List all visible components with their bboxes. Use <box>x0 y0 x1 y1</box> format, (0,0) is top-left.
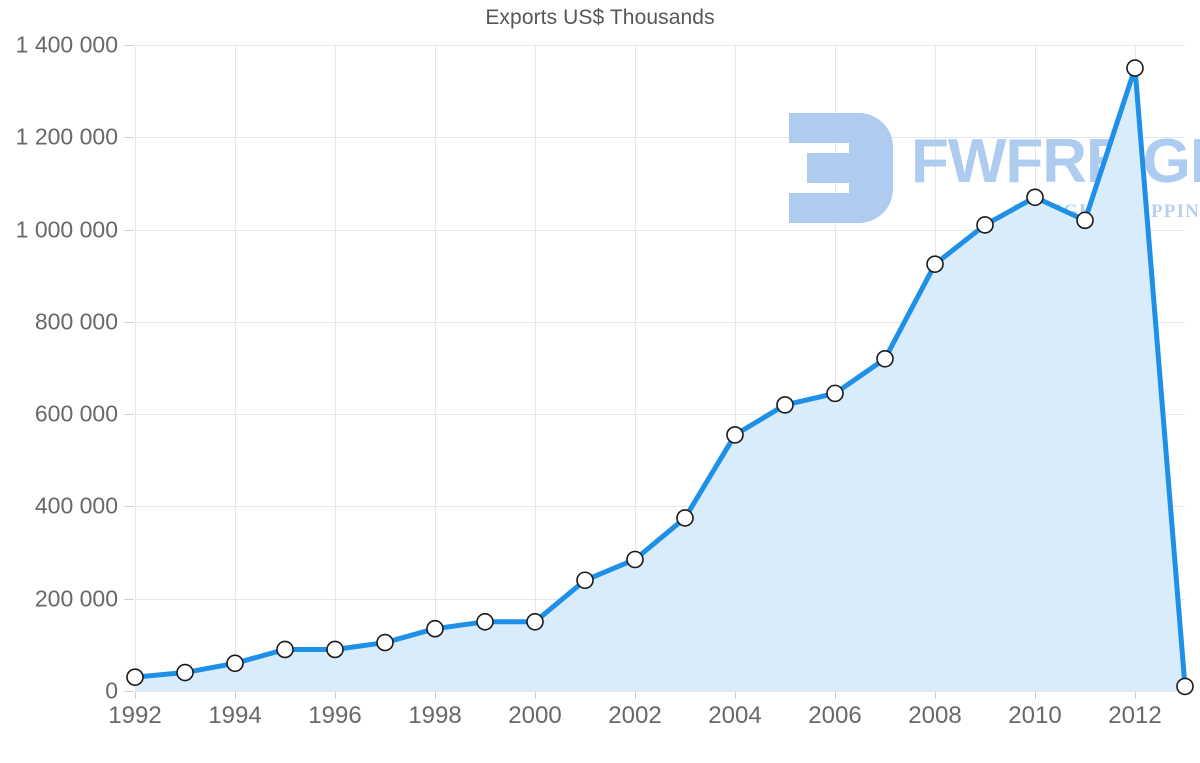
data-point-2010[interactable] <box>1026 188 1044 207</box>
data-point-1994[interactable] <box>226 654 244 673</box>
y-axis-tick <box>124 229 134 231</box>
gridline-vertical <box>235 45 236 691</box>
x-axis-tick <box>635 691 636 699</box>
y-axis-tick-label: 1 000 000 <box>15 216 118 243</box>
gridline-horizontal <box>135 691 1185 692</box>
data-point-2008[interactable] <box>926 255 944 273</box>
x-axis-tick-label: 1998 <box>408 702 462 729</box>
x-axis-tick <box>835 691 836 699</box>
gridline-vertical <box>435 45 436 691</box>
data-point-2009[interactable] <box>976 216 994 234</box>
x-axis-tick-label: 1994 <box>208 702 262 729</box>
area-fill <box>135 68 1185 691</box>
y-axis-tick-label: 0 <box>105 677 118 704</box>
y-axis-tick-label: 1 200 000 <box>15 123 118 150</box>
x-axis-tick <box>1035 691 1036 699</box>
data-point-2002[interactable] <box>626 550 644 569</box>
x-axis-tick-label: 1996 <box>308 702 362 729</box>
x-axis-tick <box>535 691 536 699</box>
chart-title: Exports US$ Thousands <box>485 6 715 29</box>
x-axis-tick-label: 1992 <box>108 702 162 729</box>
gridline-horizontal <box>135 414 1185 416</box>
gridline-horizontal <box>135 45 1185 46</box>
x-axis-tick-label: 2004 <box>708 702 762 729</box>
data-point-2012[interactable] <box>1126 59 1144 77</box>
x-axis-tick-label: 2002 <box>608 702 662 729</box>
x-axis-tick-label: 2008 <box>908 702 962 729</box>
y-axis-tick <box>124 598 134 600</box>
y-axis-tick <box>124 45 134 46</box>
y-axis-tick <box>124 506 134 508</box>
data-point-2011[interactable] <box>1076 211 1094 230</box>
y-axis-tick-label: 200 000 <box>34 585 118 612</box>
data-point-2006[interactable] <box>826 384 844 403</box>
x-axis-tick <box>235 691 236 699</box>
x-axis-tick <box>135 691 136 699</box>
y-axis-tick <box>124 691 134 692</box>
y-axis-tick-label: 600 000 <box>34 400 118 427</box>
data-point-2003[interactable] <box>676 509 694 527</box>
data-point-2005[interactable] <box>776 396 794 414</box>
data-point-1995[interactable] <box>276 640 294 659</box>
x-axis-tick <box>735 691 736 699</box>
data-point-1993[interactable] <box>176 663 194 682</box>
data-point-2000[interactable] <box>526 612 544 631</box>
y-axis-tick <box>124 414 134 416</box>
gridline-vertical <box>735 45 736 691</box>
gridline-horizontal <box>135 137 1185 139</box>
data-point-2004[interactable] <box>726 426 744 444</box>
series-line <box>132 65 1188 689</box>
data-point-2007[interactable] <box>876 349 894 368</box>
y-axis-tick-label: 400 000 <box>34 492 118 519</box>
x-axis-tick <box>435 691 436 699</box>
data-point-1999[interactable] <box>476 612 494 631</box>
x-axis-tick <box>935 691 936 699</box>
x-axis-tick-label: 2012 <box>1108 702 1162 729</box>
gridline-vertical <box>835 45 836 691</box>
data-point-1996[interactable] <box>326 640 344 659</box>
data-point-1998[interactable] <box>426 619 444 638</box>
x-axis-tick <box>1135 691 1136 699</box>
y-axis-tick-label: 800 000 <box>34 308 118 335</box>
exports-series <box>126 59 1194 696</box>
data-point-1997[interactable] <box>376 633 394 652</box>
y-axis-tick <box>124 137 134 139</box>
data-point-1992[interactable] <box>126 668 144 686</box>
gridline-horizontal <box>135 229 1185 231</box>
gridline-vertical <box>535 45 536 691</box>
plot-area: FWFREIGHT FREIGHT SHIPPING <box>126 45 1200 696</box>
x-axis-tick-label: 2006 <box>808 702 862 729</box>
x-axis-tick-label: 2000 <box>508 702 562 729</box>
gridline-vertical <box>635 45 636 691</box>
x-axis-tick-label: 2010 <box>1008 702 1062 729</box>
data-point-2013[interactable] <box>1176 677 1194 696</box>
x-axis-tick <box>335 691 336 699</box>
y-axis-tick-label: 1 400 000 <box>15 31 118 58</box>
gridline-vertical <box>135 45 136 691</box>
gridline-vertical <box>335 45 336 691</box>
gridline-horizontal <box>135 321 1185 323</box>
y-axis-tick <box>124 321 134 323</box>
data-point-2001[interactable] <box>576 571 594 590</box>
data-point-markers <box>126 59 1194 696</box>
gridline-horizontal <box>135 506 1185 508</box>
